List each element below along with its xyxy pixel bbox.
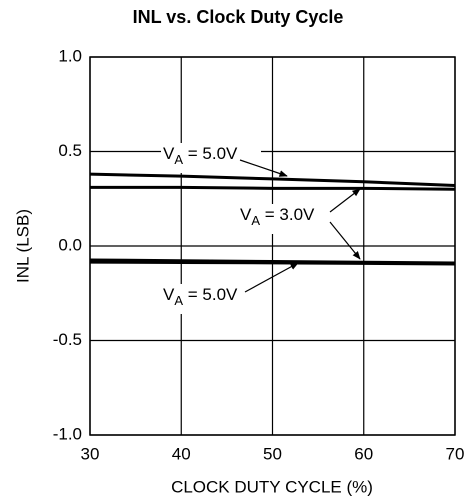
annotation-base: V [163, 144, 175, 163]
x-tick-label: 60 [354, 444, 373, 463]
annotation-sub: A [251, 213, 260, 228]
data-line [89, 260, 456, 266]
y-axis-label: INL (LSB) [13, 209, 32, 283]
annotation-bg [161, 284, 261, 314]
annotation-rest: = 5.0V [183, 285, 238, 304]
annotation: VA = 5.0V [163, 285, 238, 308]
annotation-arrow [244, 262, 299, 293]
annotation: VA = 5.0V [163, 144, 238, 167]
chart-title: INL vs. Clock Duty Cycle [133, 7, 344, 27]
annotation-arrow [329, 221, 361, 260]
annotation-arrow [239, 159, 288, 177]
y-tick-label: 0.0 [58, 235, 82, 254]
data-line [89, 172, 456, 188]
y-tick-label: -1.0 [53, 424, 82, 443]
data-line [90, 185, 456, 191]
annotation-rest: = 5.0V [183, 144, 238, 163]
x-tick-label: 30 [81, 444, 100, 463]
plot-frame [89, 56, 456, 436]
annotation-rest: = 3.0V [260, 205, 315, 224]
annotation-arrow [329, 188, 361, 213]
x-tick-label: 50 [263, 444, 282, 463]
x-tick-label: 40 [172, 444, 191, 463]
annotation: VA = 3.0V [240, 205, 315, 228]
annotation-bg [238, 204, 338, 234]
annotation-sub: A [174, 293, 183, 308]
y-tick-label: -0.5 [53, 330, 82, 349]
y-tick-label: 0.5 [58, 141, 82, 160]
annotation-bg [161, 143, 261, 173]
x-tick-label: 70 [446, 444, 465, 463]
y-tick-label: 1.0 [58, 46, 82, 65]
annotation-base: V [163, 285, 175, 304]
annotation-sub: A [174, 152, 183, 167]
x-axis-label: CLOCK DUTY CYCLE (%) [171, 477, 373, 496]
annotation-base: V [240, 205, 252, 224]
